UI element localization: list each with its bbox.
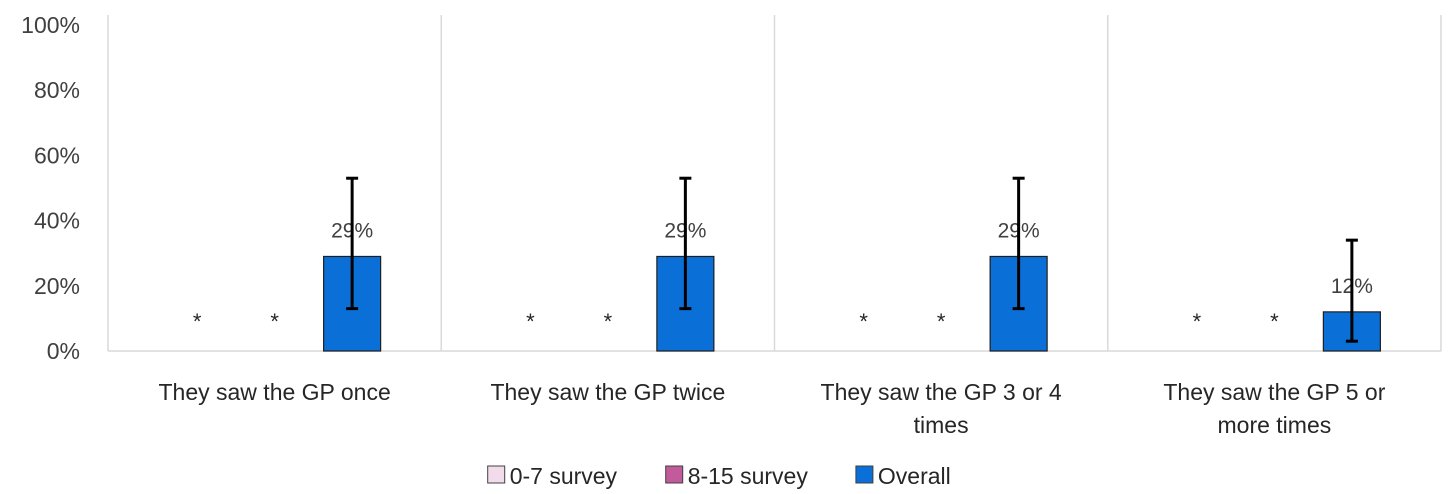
legend-swatch (487, 465, 506, 484)
legend-item: Overall (855, 463, 951, 489)
legend-swatch (665, 465, 684, 484)
legend-label: 0-7 survey (510, 463, 618, 489)
category-label-line: They saw the GP once (158, 379, 390, 405)
y-tick-label: 80% (34, 77, 80, 103)
suppressed-value-marker: * (1193, 309, 1202, 334)
y-tick-label: 100% (21, 12, 80, 38)
bar-layer (323, 255, 1381, 352)
axis-layer: 0% 20% 40% 60% 80% 100% (21, 12, 1442, 364)
suppressed-value-marker: * (859, 309, 868, 334)
category-label: They saw the GP 5 or more times (1163, 379, 1385, 438)
suppressed-value-marker: * (193, 309, 202, 334)
legend-item: 8-15 survey (665, 463, 809, 489)
legend-label: Overall (878, 463, 951, 489)
category-label: They saw the GP once (158, 379, 390, 405)
label-layer: They saw the GP once They saw the GP twic… (158, 176, 1386, 438)
legend-label: 8-15 survey (688, 463, 809, 489)
suppressed-value-marker: * (604, 309, 613, 334)
y-tick-label: 20% (34, 273, 80, 299)
category-label-line: more times (1218, 412, 1332, 438)
legend: 0-7 survey 8-15 survey Overall (487, 463, 951, 489)
y-tick-label: 0% (47, 338, 80, 364)
category-label: They saw the GP 3 or 4 times (821, 379, 1062, 438)
suppressed-value-marker: * (270, 309, 279, 334)
category-label: They saw the GP twice (490, 379, 725, 405)
suppressed-value-marker: * (526, 309, 535, 334)
category-label-line: They saw the GP 3 or 4 (821, 379, 1062, 405)
suppressed-value-marker: * (937, 309, 946, 334)
legend-item: 0-7 survey (487, 463, 618, 489)
y-tick-label: 40% (34, 208, 80, 234)
category-label-line: times (914, 412, 969, 438)
category-label-line: They saw the GP twice (490, 379, 725, 405)
legend-swatch (855, 465, 874, 484)
suppressed-value-marker: * (1270, 309, 1279, 334)
category-label-line: They saw the GP 5 or (1163, 379, 1385, 405)
y-tick-label: 60% (34, 142, 80, 168)
